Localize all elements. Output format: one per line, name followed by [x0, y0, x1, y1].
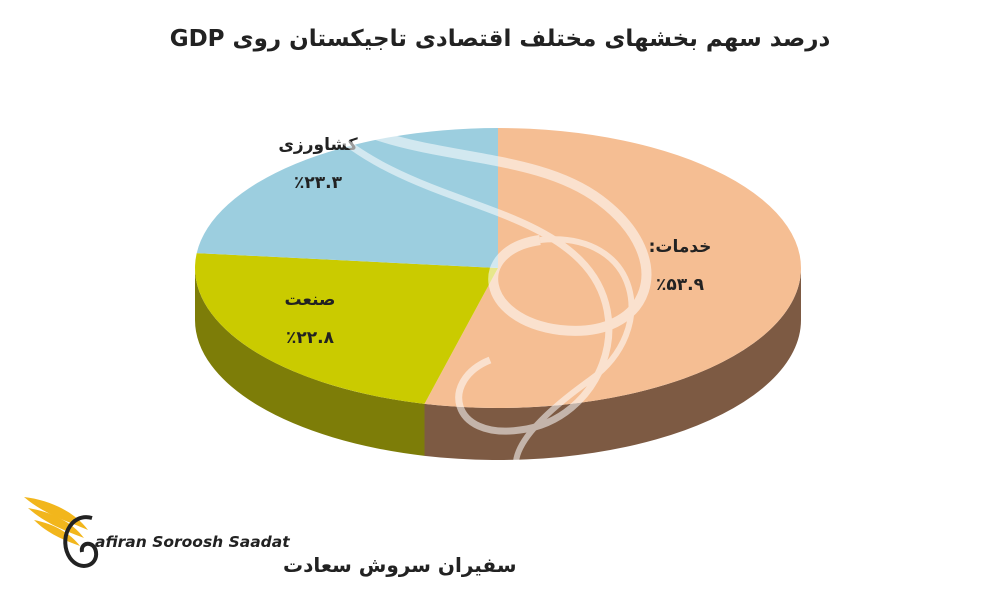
pie-slices — [195, 128, 801, 408]
pie-slice-2 — [196, 128, 498, 268]
watermark-swan — [296, 86, 652, 503]
chart-title: درصد سهم بخشهای مختلف اقتصادی تاجیکستان … — [169, 26, 831, 52]
slice-name-label: خدمات: — [649, 237, 712, 257]
pie-slice-0 — [424, 128, 801, 408]
wing-icon — [24, 497, 99, 568]
pie-slice-1 — [195, 253, 498, 404]
logo-name-en: afiran Soroosh Saadat — [95, 533, 290, 551]
brand-logo: afiran Soroosh Saadat سفیران سروش سعادت — [24, 497, 517, 577]
pie-side-1 — [195, 268, 425, 456]
pie-sides — [195, 268, 801, 461]
slice-name-label: صنعت — [285, 290, 336, 310]
slice-value-label: ٪۲۲.۸ — [286, 328, 335, 348]
logo-name-fa: سفیران سروش سعادت — [283, 553, 517, 577]
slice-value-label: ٪۲۳.۳ — [294, 173, 343, 193]
pie-side-0 — [424, 268, 801, 461]
slice-value-label: ٪۵۳.۹ — [656, 275, 705, 295]
